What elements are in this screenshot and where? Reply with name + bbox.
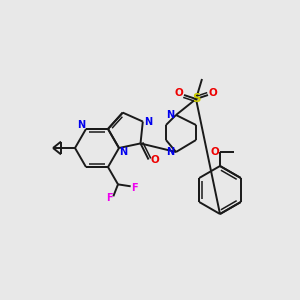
Text: O: O (211, 147, 219, 157)
Text: N: N (77, 120, 85, 130)
Text: N: N (144, 116, 152, 127)
Text: N: N (166, 110, 174, 120)
Text: F: F (131, 183, 138, 193)
Text: O: O (175, 88, 184, 98)
Text: N: N (166, 147, 174, 157)
Text: F: F (106, 193, 113, 203)
Text: O: O (208, 88, 217, 98)
Text: S: S (192, 92, 200, 106)
Text: N: N (119, 147, 127, 157)
Text: O: O (150, 154, 159, 164)
